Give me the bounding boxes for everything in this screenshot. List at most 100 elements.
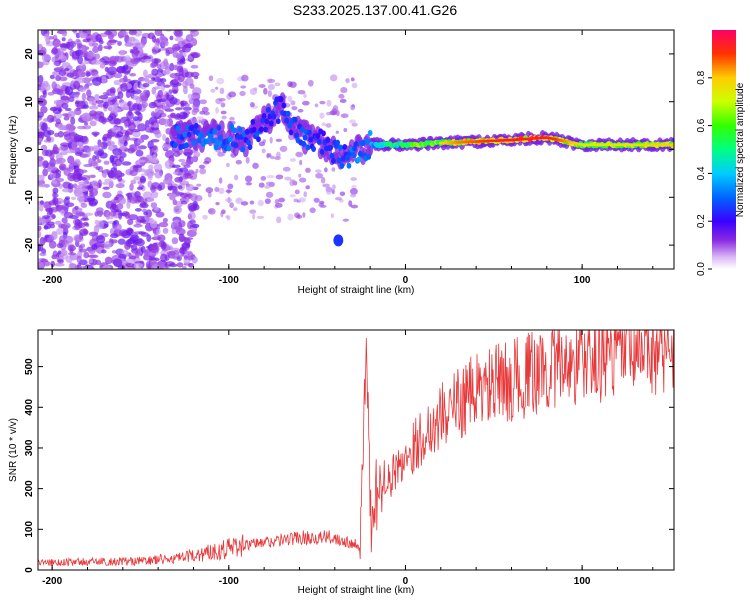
noise-speckle (265, 191, 274, 198)
noise-speckle (156, 228, 161, 235)
noise-speckle (91, 59, 102, 65)
noise-speckle (274, 82, 281, 87)
noise-speckle (133, 82, 138, 91)
noise-speckle (60, 55, 68, 62)
noise-speckle (151, 182, 160, 189)
ridge-core (284, 117, 290, 124)
noise-speckle (114, 158, 123, 167)
noise-speckle (45, 208, 51, 213)
noise-speckle (58, 252, 69, 260)
noise-speckle (61, 224, 70, 230)
noise-speckle (60, 95, 70, 101)
noise-speckle (77, 183, 87, 190)
ridge-core (328, 144, 333, 151)
noise-speckle (111, 250, 117, 254)
noise-speckle (265, 181, 272, 186)
noise-speckle (350, 77, 355, 82)
noise-speckle (173, 46, 183, 51)
noise-speckle (165, 245, 174, 251)
noise-speckle (189, 30, 197, 33)
noise-speckle (207, 191, 212, 198)
colorbar-tick-label: 0.8 (696, 70, 707, 84)
noise-speckle (44, 33, 50, 41)
noise-speckle (116, 55, 124, 63)
noise-speckle (104, 256, 113, 265)
noise-speckle (315, 172, 324, 179)
noise-speckle (49, 149, 59, 155)
noise-speckle (351, 122, 358, 127)
noise-speckle (215, 202, 220, 206)
noise-speckle (61, 103, 69, 110)
noise-speckle (82, 104, 89, 109)
noise-speckle (151, 35, 157, 43)
noise-speckle (320, 176, 326, 184)
noise-speckle (129, 183, 134, 191)
noise-speckle (349, 188, 358, 195)
noise-speckle (40, 258, 49, 263)
noise-speckle (125, 55, 131, 61)
ridge-core (346, 162, 352, 169)
noise-speckle (350, 193, 357, 198)
noise-speckle (161, 144, 171, 150)
ridge-core (216, 124, 222, 131)
ridge-core (285, 110, 291, 117)
noise-speckle (169, 35, 174, 41)
ridge-core (227, 136, 233, 143)
ridge-core (325, 136, 331, 143)
noise-speckle (256, 215, 265, 220)
noise-speckle (126, 218, 134, 226)
noise-speckle (218, 97, 226, 102)
noise-speckle (119, 77, 128, 83)
ridge-core (339, 162, 345, 169)
noise-speckle (103, 169, 108, 179)
noise-speckle (181, 265, 187, 269)
noise-speckle (162, 69, 171, 75)
noise-speckle (225, 189, 233, 193)
noise-speckle (305, 167, 311, 173)
noise-speckle (52, 70, 61, 76)
noise-speckle (351, 185, 357, 189)
noise-speckle (260, 176, 267, 181)
noise-speckle (163, 84, 171, 88)
noise-speckle (168, 193, 176, 197)
noise-speckle (76, 212, 85, 216)
ridge-core (366, 153, 372, 160)
noise-speckle (65, 202, 75, 208)
noise-speckle (102, 91, 109, 96)
noise-speckle (61, 217, 68, 224)
noise-speckle (108, 60, 117, 67)
bottom-axis-ticks: -200 -100 0 100 0 100 200 300 400 500 (24, 330, 674, 587)
noise-speckle (257, 199, 264, 207)
bottom-y-tick-label: 0 (24, 567, 35, 573)
ridge-core (251, 126, 257, 133)
noise-speckle (119, 30, 128, 36)
noise-speckle (65, 41, 71, 49)
noise-speckle (339, 191, 346, 197)
noise-speckle (159, 61, 170, 70)
noise-speckle (322, 183, 330, 188)
noise-speckle (38, 180, 44, 188)
noise-speckle (156, 63, 162, 69)
noise-speckle (245, 182, 253, 186)
noise-speckle (296, 214, 303, 219)
noise-speckle (182, 106, 192, 111)
noise-speckle (319, 100, 326, 105)
noise-speckle (343, 127, 348, 133)
noise-speckle (132, 130, 141, 138)
noise-speckle (193, 151, 201, 158)
noise-speckle (305, 185, 311, 190)
noise-speckle (113, 196, 119, 201)
noise-speckle (129, 169, 138, 177)
noise-speckle (38, 174, 45, 182)
noise-speckle (252, 213, 256, 220)
noise-speckle (270, 155, 275, 160)
noise-speckle (135, 42, 145, 49)
noise-speckle (152, 129, 161, 135)
noise-speckle (190, 92, 201, 101)
ridge-core (237, 126, 243, 133)
ridge-core (360, 140, 366, 147)
noise-speckle (275, 151, 281, 159)
noise-speckle (104, 241, 112, 250)
colorbar-tick-label: 0.2 (696, 214, 707, 228)
noise-speckle (47, 129, 55, 136)
